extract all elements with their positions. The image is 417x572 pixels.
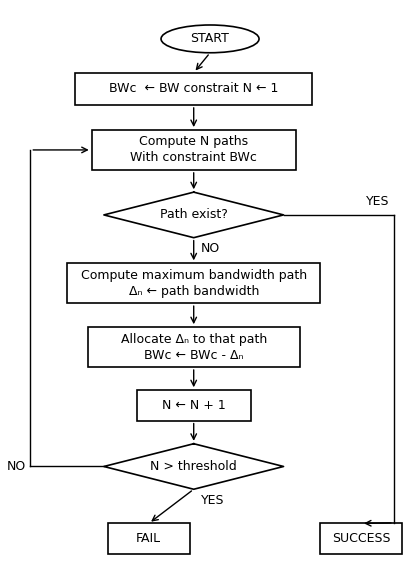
Bar [75,73,312,105]
Bar [88,327,300,367]
Text: YES: YES [366,195,390,208]
Text: BWc  ← BW constrait N ← 1: BWc ← BW constrait N ← 1 [109,82,279,96]
Text: NO: NO [201,242,220,255]
Bar [108,523,190,554]
Bar [320,523,402,554]
Text: SUCCESS: SUCCESS [332,532,390,545]
Text: NO: NO [7,460,26,473]
Text: Compute maximum bandwidth path
Δₙ ← path bandwidth: Compute maximum bandwidth path Δₙ ← path… [80,269,307,297]
Text: Allocate Δₙ to that path
BWc ← BWc - Δₙ: Allocate Δₙ to that path BWc ← BWc - Δₙ [121,332,267,362]
Text: N > threshold: N > threshold [151,460,237,473]
Text: YES: YES [201,494,225,507]
Text: N ← N + 1: N ← N + 1 [162,399,226,412]
Bar [136,390,251,420]
Text: FAIL: FAIL [136,532,161,545]
Bar [92,130,296,170]
Text: Compute N paths
With constraint BWc: Compute N paths With constraint BWc [130,136,257,164]
Bar [67,263,320,303]
Text: Path exist?: Path exist? [160,208,228,221]
Text: START: START [191,33,229,45]
